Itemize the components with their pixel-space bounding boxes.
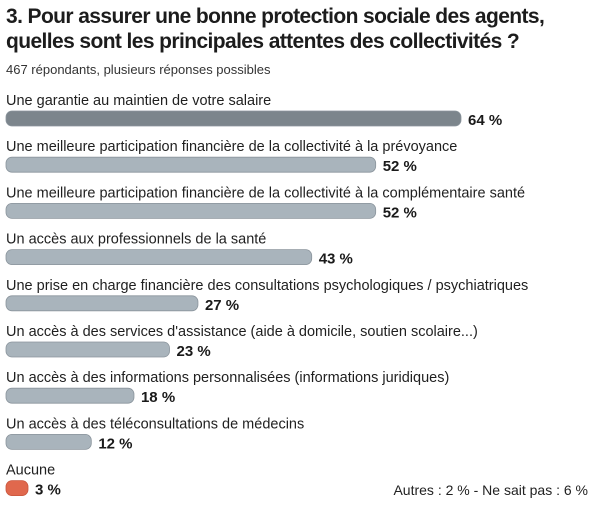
value-label: 23 %: [177, 343, 211, 360]
category-label: Une meilleure participation financière d…: [6, 139, 457, 155]
chart-title-line-1: 3. Pour assurer une bonne protection soc…: [6, 5, 545, 28]
bar: [5, 480, 29, 497]
chart-title: 3. Pour assurer une bonne protection soc…: [6, 4, 596, 54]
category-label: Une garantie au maintien de votre salair…: [6, 93, 271, 109]
value-label: 18 %: [141, 389, 175, 406]
category-label: Un accès à des services d'assistance (ai…: [6, 324, 478, 340]
chart-title-line-2: quelles sont les principales attentes de…: [6, 30, 520, 53]
category-label: Une meilleure participation financière d…: [6, 185, 525, 201]
bar: [5, 156, 377, 173]
footnote: Autres : 2 % - Ne sait pas : 6 %: [393, 482, 588, 498]
bar: [5, 295, 199, 312]
value-label: 12 %: [98, 435, 132, 452]
category-label: Un accès à des téléconsultations de méde…: [6, 416, 304, 432]
category-label: Un accès à des informations personnalisé…: [6, 370, 449, 386]
value-label: 3 %: [35, 482, 61, 499]
bar: [5, 249, 313, 266]
bar: [5, 433, 92, 450]
category-label: Aucune: [6, 463, 55, 479]
value-label: 27 %: [205, 297, 239, 314]
bar: [5, 202, 377, 219]
value-label: 43 %: [319, 251, 353, 268]
bar: [5, 110, 462, 127]
category-label: Une prise en charge financière des consu…: [6, 278, 528, 294]
value-label: 52 %: [383, 204, 417, 221]
bar: [5, 341, 170, 358]
bar: [5, 387, 135, 404]
category-label: Un accès aux professionnels de la santé: [6, 232, 266, 248]
value-label: 52 %: [383, 158, 417, 175]
chart-subtitle: 467 répondants, plusieurs réponses possi…: [6, 62, 271, 77]
value-label: 64 %: [468, 112, 502, 129]
